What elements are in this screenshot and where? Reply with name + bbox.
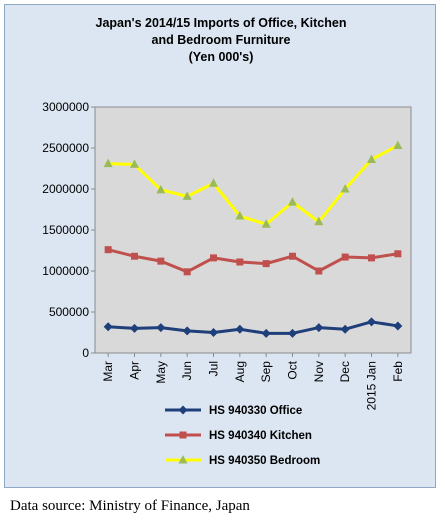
y-tick-label: 2000000 — [42, 182, 89, 196]
data-point — [314, 216, 324, 226]
y-tick-label: 2500000 — [42, 141, 89, 155]
x-tick-label: May — [154, 361, 168, 384]
data-point — [289, 252, 296, 260]
x-tick-label: Aug — [233, 361, 247, 382]
data-point — [130, 323, 139, 333]
y-tick-label: 1000000 — [42, 264, 89, 278]
data-point — [103, 158, 113, 168]
legend-marker — [178, 455, 188, 464]
x-tick-label: Mar — [101, 361, 115, 382]
y-tick-label: 500000 — [49, 305, 89, 319]
data-point — [103, 322, 113, 332]
data-point — [367, 317, 376, 327]
data-point — [104, 246, 112, 254]
data-point — [235, 324, 245, 334]
data-point — [368, 254, 375, 262]
data-point — [210, 254, 217, 262]
data-point — [209, 178, 218, 187]
data-point — [288, 197, 297, 206]
series-line — [108, 144, 399, 226]
data-point — [182, 326, 192, 336]
data-point — [235, 211, 245, 220]
data-point — [183, 268, 191, 276]
data-point — [262, 260, 270, 268]
data-point — [341, 253, 349, 261]
data-point — [261, 219, 271, 228]
data-point — [130, 159, 139, 168]
plot-area — [94, 106, 412, 354]
data-point — [261, 328, 271, 338]
data-point — [340, 184, 350, 193]
x-tick-label: Oct — [286, 360, 300, 379]
data-point — [156, 323, 166, 333]
y-tick-label: 1500000 — [42, 223, 89, 237]
data-point — [157, 257, 165, 265]
x-tick-label: Feb — [391, 361, 405, 382]
legend-entry: HS 940330 Office — [209, 405, 302, 417]
y-tick-label: 3000000 — [42, 100, 89, 114]
series-line — [108, 320, 399, 335]
y-tick-label: 0 — [82, 346, 89, 360]
x-tick-label: Dec — [338, 361, 352, 382]
legend-entry: HS 940340 Kitchen — [209, 430, 312, 442]
x-tick-label: Apr — [128, 361, 142, 380]
data-point — [367, 154, 376, 163]
legend-marker — [178, 405, 188, 415]
data-point — [394, 250, 402, 258]
data-point — [393, 140, 403, 150]
chart-frame: Japan's 2014/15 Imports of Office, Kitch… — [4, 4, 436, 488]
data-point — [288, 328, 297, 338]
x-tick-label: Jul — [207, 361, 221, 376]
legend-marker — [179, 431, 187, 439]
data-point — [393, 321, 403, 331]
series-line — [107, 248, 399, 274]
data-point — [236, 258, 244, 266]
data-point — [314, 323, 324, 333]
data-point — [315, 267, 323, 275]
x-tick-label: Nov — [312, 361, 326, 382]
x-tick-label: 2015 Jan — [365, 361, 379, 410]
x-tick-label: Sep — [259, 361, 273, 383]
data-point — [209, 328, 218, 337]
data-point — [156, 184, 166, 194]
legend-entry: HS 940350 Bedroom — [209, 455, 320, 467]
data-point — [182, 191, 192, 200]
chart-title: Japan's 2014/15 Imports of Office, Kitch… — [95, 16, 347, 64]
data-point — [131, 252, 138, 260]
data-point — [340, 324, 350, 334]
line-chart: 0 500000 1000000 1500000 2000000 2500000 30000… — [42, 100, 412, 467]
x-tick-label: Jun — [180, 361, 194, 380]
data-source-note: Data source: Ministry of Finance, Japan — [10, 498, 250, 514]
